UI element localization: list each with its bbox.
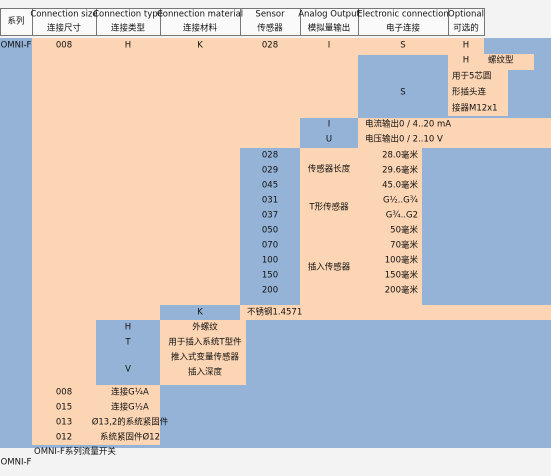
size-code: 015 bbox=[55, 402, 73, 413]
connection-label: 形插头连 bbox=[452, 87, 487, 98]
sensor-code: 045 bbox=[261, 180, 279, 191]
sensor-label: 28.0毫米 bbox=[382, 150, 418, 161]
size-column bbox=[32, 38, 96, 385]
sensor-code: 200 bbox=[261, 285, 279, 296]
code: 008 bbox=[55, 40, 73, 51]
size-code: 008 bbox=[55, 387, 73, 398]
type-label: 外螺纹 bbox=[192, 322, 218, 333]
series-label: OMNI-F系列流量开关 bbox=[34, 447, 116, 457]
header-label-en: Sensor bbox=[255, 9, 285, 20]
sensor-code: 050 bbox=[261, 225, 279, 236]
output-column bbox=[300, 38, 358, 118]
type-label: 推入式变量传感器 bbox=[170, 352, 240, 363]
material-band bbox=[240, 305, 551, 320]
sensor-label: 100毫米 bbox=[384, 255, 418, 266]
connection-label: 用于5芯圆 bbox=[452, 71, 492, 82]
connection-code: S bbox=[400, 87, 406, 98]
sensor-band bbox=[300, 148, 422, 305]
code: S bbox=[400, 40, 406, 51]
optional-band bbox=[484, 54, 534, 70]
size-label: Ø13,2的系统紧固件 bbox=[91, 417, 169, 428]
type-code: H bbox=[124, 322, 132, 333]
header-label-en: Connection material bbox=[156, 9, 244, 20]
sensor-label: G¾..G2 bbox=[385, 210, 418, 221]
size-code: 013 bbox=[55, 417, 73, 428]
sensor-code: 150 bbox=[261, 270, 279, 281]
header-cell bbox=[240, 8, 301, 36]
type-code: T bbox=[125, 337, 131, 348]
header-label: 系列 bbox=[7, 16, 25, 27]
type-label: 插入深度 bbox=[187, 367, 223, 378]
header-label-en: Electronic connection bbox=[357, 9, 449, 20]
header-cell bbox=[358, 8, 449, 36]
size-label: 连接G¼A bbox=[111, 387, 149, 398]
sensor-code: 031 bbox=[261, 195, 279, 206]
sensor-code: 037 bbox=[261, 210, 279, 221]
connection-band bbox=[448, 70, 508, 116]
code: H bbox=[462, 40, 470, 51]
option-label: 螺纹型 bbox=[488, 55, 514, 66]
sensor-label: 150毫米 bbox=[384, 270, 418, 281]
header-label-zh: 连接尺寸 bbox=[46, 23, 82, 34]
sensor-group: 插入传感器 bbox=[307, 262, 351, 273]
sensor-code: 028 bbox=[261, 150, 279, 161]
type-column bbox=[96, 38, 160, 320]
header-cell bbox=[96, 8, 161, 36]
type-label: 用于插入系统T型件 bbox=[168, 337, 242, 348]
sensor-label: 29.6毫米 bbox=[382, 165, 418, 176]
size-label: 系统紧固件Ø12 bbox=[99, 432, 161, 443]
optional-column bbox=[448, 38, 484, 70]
code: H bbox=[124, 40, 132, 51]
size-label: 连接G½A bbox=[111, 402, 149, 413]
material-column bbox=[160, 38, 240, 305]
header-label-en: Optional bbox=[448, 9, 484, 20]
header-label-zh: 可选的 bbox=[453, 23, 479, 34]
sensor-code: 070 bbox=[261, 240, 279, 251]
header-label-en: Connection type bbox=[93, 9, 163, 20]
connection-column bbox=[358, 38, 448, 55]
type-code: V bbox=[125, 364, 131, 375]
type-band bbox=[160, 320, 246, 385]
code: 028 bbox=[261, 40, 279, 51]
sensor-code: 029 bbox=[261, 165, 279, 176]
output-label: 电流输出0 / 4..20 mA bbox=[365, 119, 452, 130]
code: OMNI-F bbox=[0, 40, 32, 51]
header-cell bbox=[448, 8, 485, 36]
sensor-label: 50毫米 bbox=[390, 225, 418, 236]
header-cell bbox=[300, 8, 359, 36]
header-label-en: Analog Output bbox=[298, 9, 360, 20]
size-band bbox=[32, 385, 160, 445]
option-code: H bbox=[462, 55, 470, 66]
code: I bbox=[327, 40, 331, 51]
header-label-zh: 电子连接 bbox=[385, 23, 421, 34]
output-code: U bbox=[325, 134, 333, 145]
header-cell bbox=[32, 8, 97, 36]
header-label-en: Connection size bbox=[30, 9, 98, 20]
output-band bbox=[358, 118, 551, 148]
material-code: K bbox=[197, 307, 203, 318]
sensor-code: 100 bbox=[261, 255, 279, 266]
sensor-column bbox=[240, 38, 300, 148]
header-label-zh: 连接类型 bbox=[110, 23, 146, 34]
output-code: I bbox=[327, 119, 331, 130]
sensor-label: 200毫米 bbox=[384, 285, 418, 296]
output-label: 电压输出0 / 2..10 V bbox=[365, 134, 443, 145]
code: K bbox=[197, 40, 203, 51]
header-label-zh: 传感器 bbox=[257, 23, 283, 34]
size-code: 012 bbox=[55, 432, 73, 443]
sensor-label: 70毫米 bbox=[390, 240, 418, 251]
sensor-label: 45.0毫米 bbox=[382, 180, 418, 191]
sensor-group: 传感器长度 bbox=[307, 164, 351, 175]
series-code: OMNI-F bbox=[0, 457, 32, 468]
header-cell bbox=[160, 8, 241, 36]
sensor-group: T形传感器 bbox=[309, 202, 349, 213]
header-label-zh: 连接材料 bbox=[182, 23, 218, 34]
material-label: 不锈钢1.4571 bbox=[247, 307, 303, 318]
connection-label: 接器M12x1 bbox=[452, 103, 498, 114]
sensor-label: G½..G¾ bbox=[382, 195, 418, 206]
header-label-zh: 模拟量输出 bbox=[307, 23, 351, 34]
